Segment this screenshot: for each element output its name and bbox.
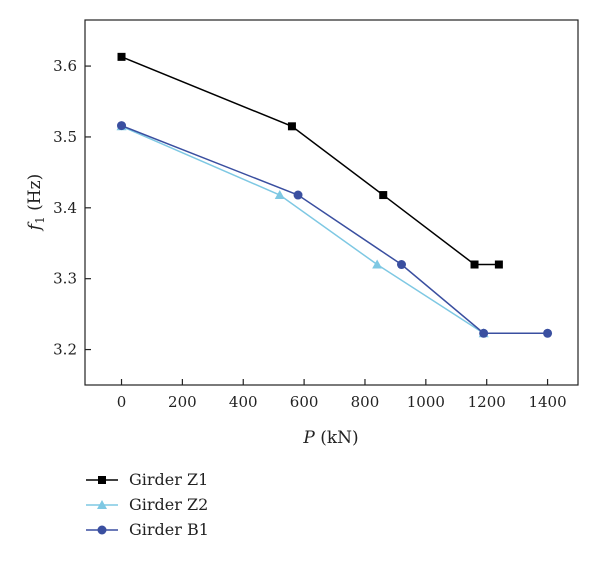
legend-label: Girder Z2 — [129, 495, 208, 514]
x-tick-label: 400 — [229, 393, 258, 411]
data-point — [494, 260, 503, 269]
plot-frame — [84, 19, 579, 386]
data-point — [274, 190, 285, 200]
series-line — [121, 125, 485, 334]
data-point — [117, 121, 127, 131]
x-tick-label: 800 — [351, 393, 380, 411]
y-tick-label: 3.2 — [53, 341, 77, 359]
x-tick-label: 1200 — [468, 393, 506, 411]
data-point — [293, 190, 303, 200]
legend-item: Girder B1 — [86, 520, 209, 539]
x-tick-label: 1000 — [407, 393, 445, 411]
y-tick-label: 3.6 — [53, 57, 77, 75]
legend-marker — [98, 476, 106, 484]
x-axis-label: P (kN) — [302, 428, 358, 448]
axis-ticks: 0 200 400 600 800 1000 1200 1400 3.2 3.3 3.4 3.5 3.6 — [53, 57, 567, 411]
data-point — [543, 328, 553, 338]
data-point — [396, 260, 406, 270]
legend-marker — [97, 500, 107, 509]
legend-marker — [97, 525, 107, 535]
series-line — [121, 124, 548, 335]
data-point — [479, 328, 489, 338]
series-girder-z2 — [116, 121, 489, 338]
legend-item: Girder Z2 — [86, 495, 208, 514]
data-point — [117, 52, 126, 61]
x-tick-label: 200 — [168, 393, 197, 411]
series-girder-b1 — [117, 121, 553, 338]
legend-label: Girder B1 — [129, 520, 209, 539]
y-tick-label: 3.4 — [53, 199, 77, 217]
x-tick-label: 1400 — [528, 393, 566, 411]
series-line — [121, 56, 499, 266]
y-axis-label: f1 (Hz) — [25, 174, 47, 232]
legend-item: Girder Z1 — [86, 470, 208, 489]
y-tick-label: 3.5 — [53, 128, 77, 146]
data-point — [287, 122, 296, 131]
data-point — [470, 260, 479, 269]
x-tick-label: 0 — [117, 393, 127, 411]
data-point — [379, 191, 388, 200]
data-point — [372, 259, 383, 269]
x-tick-label: 600 — [290, 393, 319, 411]
series-girder-z1 — [117, 52, 503, 269]
series-layer — [116, 52, 553, 338]
legend-label: Girder Z1 — [129, 470, 208, 489]
y-tick-label: 3.3 — [53, 270, 77, 288]
legend: Girder Z1 Girder Z2 Girder B1 — [86, 470, 209, 539]
